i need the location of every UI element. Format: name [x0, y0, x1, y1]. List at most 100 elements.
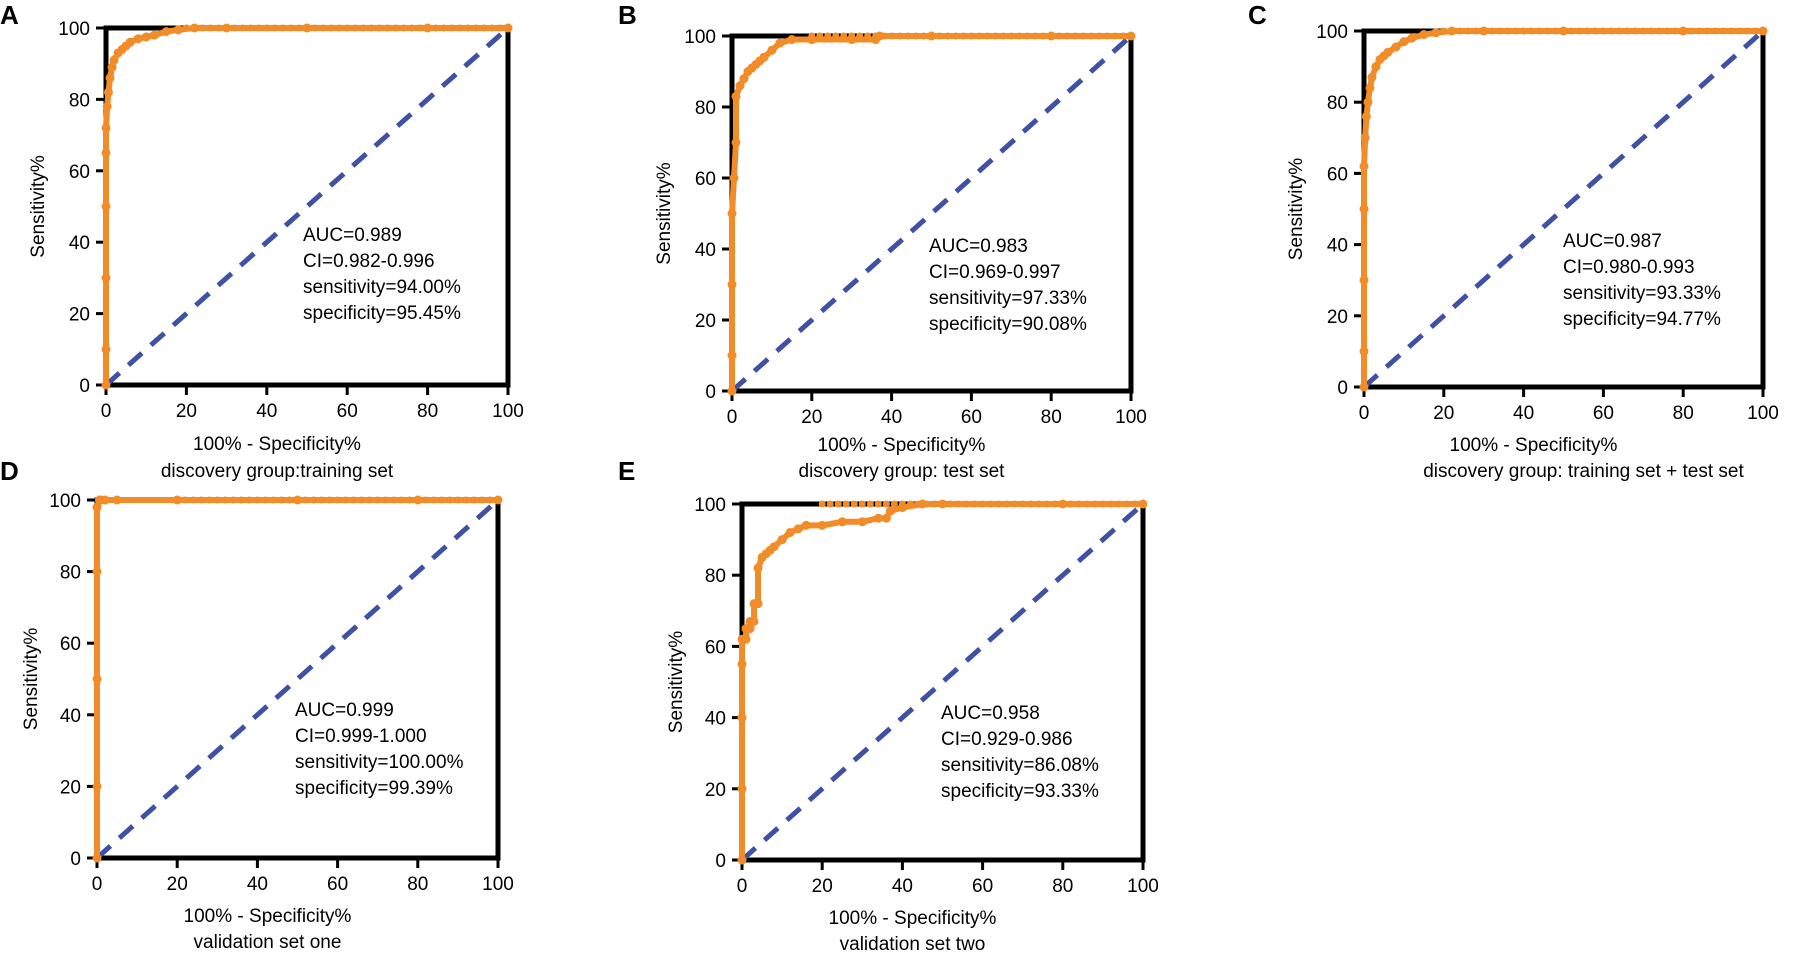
stat-annotation: specificity=94.77% — [1563, 309, 1721, 330]
roc-point — [1671, 27, 1679, 35]
roc-point — [1039, 32, 1047, 40]
roc-point — [190, 24, 198, 32]
x-tick-label: 0 — [92, 874, 103, 895]
roc-point — [1599, 27, 1607, 35]
x-tick-label: 60 — [1593, 403, 1614, 424]
panel-a: A 0 20 40 60 80 100 0 20 40 60 80 100 100% - Specifi… — [0, 0, 524, 482]
roc-point — [197, 496, 205, 504]
roc-point — [906, 500, 914, 508]
roc-point — [817, 520, 827, 530]
roc-point — [239, 24, 247, 32]
x-tick-label: 80 — [407, 874, 428, 895]
roc-point — [840, 32, 848, 40]
roc-point — [107, 62, 117, 72]
roc-point — [767, 45, 777, 55]
roc-point — [269, 496, 277, 504]
roc-point — [105, 73, 115, 83]
roc-point — [398, 496, 406, 504]
stat-annotation: CI=0.999-1.000 — [295, 726, 427, 747]
reference-diagonal-line — [730, 34, 1133, 393]
roc-point — [920, 32, 928, 40]
roc-point — [383, 24, 391, 32]
roc-point — [939, 500, 946, 508]
roc-point — [787, 35, 797, 45]
roc-point — [205, 496, 213, 504]
roc-point — [1365, 83, 1375, 93]
roc-point — [1123, 500, 1131, 508]
roc-point — [342, 496, 350, 504]
roc-point — [1496, 27, 1504, 35]
roc-point — [1607, 27, 1615, 35]
roc-point — [785, 527, 795, 537]
panel-d: D 0 20 40 60 80 100 0 20 40 60 80 100 100% - Specifi… — [0, 456, 514, 953]
roc-point — [1043, 500, 1051, 508]
roc-point — [737, 659, 747, 669]
roc-point — [494, 496, 502, 504]
roc-point — [1575, 27, 1583, 35]
stat-annotation: specificity=95.45% — [303, 303, 461, 324]
stat-annotation: sensitivity=94.00% — [303, 277, 461, 298]
roc-point — [848, 32, 856, 40]
roc-point — [92, 674, 102, 684]
roc-point — [173, 25, 183, 35]
roc-point — [967, 32, 975, 40]
x-tick-label: 100 — [1115, 407, 1147, 428]
roc-point — [864, 32, 872, 40]
roc-point — [101, 380, 111, 390]
roc-point — [1095, 32, 1103, 40]
x-tick-label: 40 — [1513, 403, 1534, 424]
roc-point — [102, 102, 112, 112]
roc-point — [912, 32, 920, 40]
roc-point — [311, 24, 319, 32]
roc-point — [1003, 500, 1011, 508]
roc-point — [1055, 32, 1063, 40]
stat-annotation: CI=0.969-0.997 — [929, 262, 1061, 283]
roc-point — [351, 24, 359, 32]
roc-point — [366, 496, 374, 504]
roc-point — [991, 32, 999, 40]
roc-point — [213, 496, 221, 504]
y-tick-label: 0 — [79, 376, 90, 397]
reference-diagonal-line — [740, 502, 1145, 862]
roc-point — [928, 32, 935, 40]
y-tick-label: 80 — [705, 566, 726, 587]
y-tick-label: 60 — [69, 162, 90, 183]
roc-point — [979, 500, 987, 508]
roc-point — [382, 496, 390, 504]
roc-point — [749, 616, 759, 626]
roc-point — [745, 624, 755, 634]
roc-point — [245, 496, 253, 504]
roc-point — [1051, 500, 1059, 508]
roc-point — [133, 34, 143, 44]
roc-point — [478, 496, 486, 504]
y-tick-label: 40 — [69, 233, 90, 254]
roc-point — [486, 496, 494, 504]
roc-point — [399, 24, 407, 32]
roc-point — [277, 496, 285, 504]
x-tick-label: 0 — [101, 401, 112, 422]
roc-point — [1079, 32, 1087, 40]
roc-point — [198, 24, 206, 32]
stat-annotation: sensitivity=97.33% — [929, 288, 1087, 309]
roc-point — [237, 496, 245, 504]
roc-point — [1727, 27, 1735, 35]
y-tick-label: 20 — [60, 777, 81, 798]
y-axis-label: Sensitivity% — [21, 628, 42, 731]
roc-point — [1360, 133, 1370, 143]
x-tick-label: 40 — [881, 407, 902, 428]
roc-point — [1367, 72, 1377, 82]
roc-point — [1371, 62, 1381, 72]
roc-point — [1663, 27, 1671, 35]
roc-point — [367, 24, 375, 32]
y-tick-label: 60 — [60, 634, 81, 655]
roc-point — [850, 500, 858, 508]
roc-point — [294, 496, 301, 504]
roc-point — [100, 495, 110, 505]
roc-point — [1119, 32, 1127, 40]
roc-point — [1027, 500, 1035, 508]
y-axis-label: Sensitivity% — [1286, 158, 1307, 261]
roc-point — [1361, 111, 1371, 121]
stat-annotation: CI=0.929-0.986 — [941, 729, 1073, 750]
roc-point — [1448, 27, 1456, 35]
roc-point — [999, 32, 1007, 40]
